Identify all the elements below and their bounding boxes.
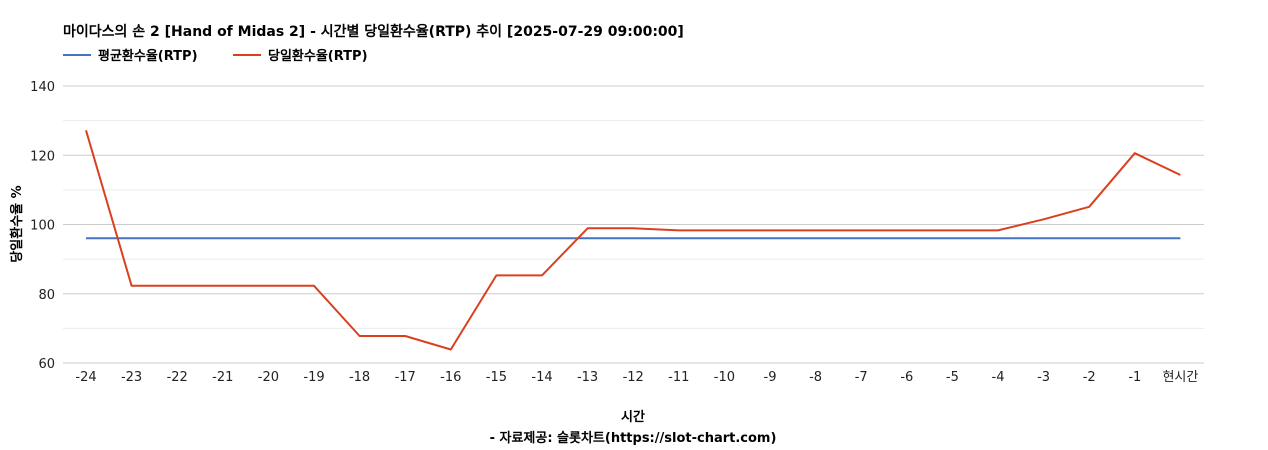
series-line-daily-rtp — [85, 130, 1181, 351]
y-tick-label: 120 — [30, 149, 55, 164]
x-tick-label: -15 — [486, 370, 507, 385]
x-tick-label: -2 — [1083, 370, 1096, 385]
x-tick-label: -20 — [258, 370, 279, 385]
x-tick-label: -11 — [668, 370, 689, 385]
y-tick-label: 140 — [30, 80, 55, 95]
x-tick-label: -8 — [809, 370, 822, 385]
x-tick-label: -13 — [577, 370, 598, 385]
x-tick-label: -6 — [900, 370, 913, 385]
source-note: - 자료제공: 슬롯차트(https://slot-chart.com) — [490, 430, 777, 446]
x-tick-label: -4 — [992, 370, 1005, 385]
x-tick-label: -14 — [531, 370, 552, 385]
x-tick-label: -23 — [121, 370, 142, 385]
legend-label-daily: 당일환수율(RTP) — [268, 48, 368, 64]
legend-label-avg: 평균환수율(RTP) — [98, 48, 198, 64]
x-tick-label: -17 — [395, 370, 416, 385]
y-tick-label: 100 — [30, 219, 55, 234]
y-tick-label: 80 — [38, 288, 55, 303]
x-tick-label: -9 — [764, 370, 777, 385]
legend: 평균환수율(RTP) 당일환수율(RTP) — [63, 48, 368, 64]
x-tick-label: -3 — [1037, 370, 1050, 385]
x-tick-label: -16 — [440, 370, 461, 385]
x-tick-label: 현시간 — [1162, 370, 1198, 385]
x-axis-ticks: -24 -23 -22 -21 -20 -19 -18 -17 -16 -15 -14 -13 -12 -… — [75, 370, 1198, 385]
series-lines — [85, 130, 1181, 351]
y-axis-ticks: 60 80 100 120 140 — [30, 80, 55, 372]
gridlines — [63, 85, 1204, 364]
chart-title: 마이다스의 손 2 [Hand of Midas 2] - 시간별 당일환수율(… — [63, 23, 684, 40]
x-tick-label: -12 — [623, 370, 644, 385]
x-tick-label: -7 — [855, 370, 868, 385]
x-tick-label: -5 — [946, 370, 959, 385]
x-tick-label: -22 — [167, 370, 188, 385]
x-tick-label: -21 — [212, 370, 233, 385]
y-tick-label: 60 — [38, 357, 55, 372]
y-axis-title: 당일환수율 % — [9, 185, 25, 262]
x-tick-label: -18 — [349, 370, 370, 385]
x-tick-label: -1 — [1128, 370, 1141, 385]
x-tick-label: -24 — [75, 370, 96, 385]
x-axis-title: 시간 — [621, 409, 645, 425]
x-tick-label: -10 — [714, 370, 735, 385]
x-tick-label: -19 — [303, 370, 324, 385]
